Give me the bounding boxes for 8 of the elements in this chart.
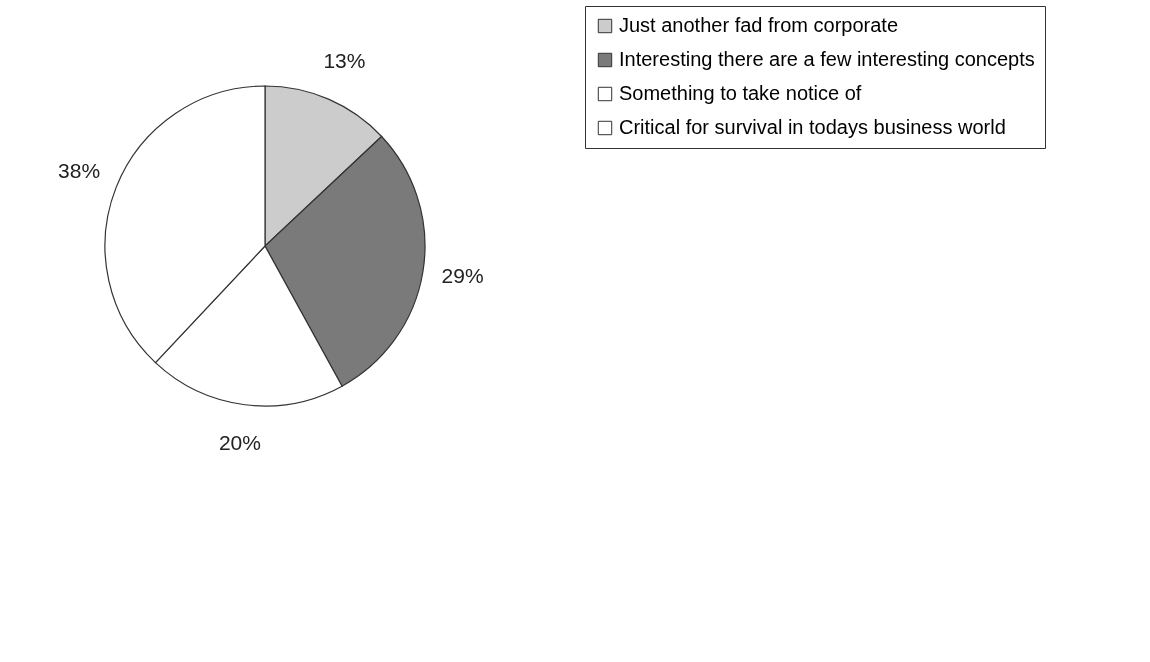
legend-label: Interesting there are a few interesting concepts — [619, 48, 1035, 70]
legend-label: Something to take notice of — [619, 82, 862, 104]
legend-label: Critical for survival in todays business world — [619, 116, 1006, 138]
data-label: 38% — [58, 159, 101, 183]
data-label: 20% — [218, 431, 261, 455]
data-label: 13% — [323, 49, 366, 73]
legend-label: Just another fad from corporate — [619, 14, 899, 36]
data-label: 29% — [441, 264, 484, 288]
